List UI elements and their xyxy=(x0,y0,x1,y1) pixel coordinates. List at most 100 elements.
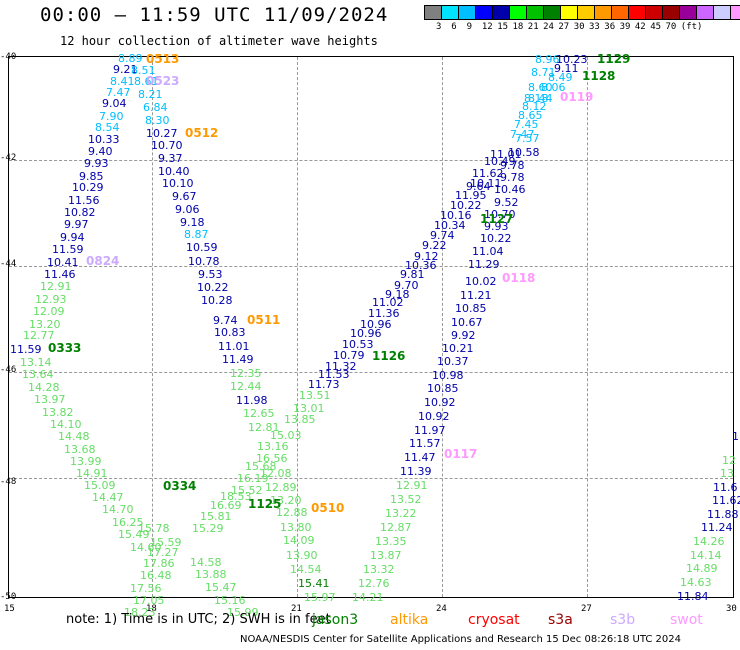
wave-height-value: 14.48 xyxy=(58,430,90,443)
x-tick-label: 30 xyxy=(726,604,737,614)
wave-height-value: 10.02 xyxy=(465,275,497,288)
wave-height-value: 10.23 xyxy=(556,53,588,66)
wave-height-value: 8.06 xyxy=(541,81,566,94)
wave-height-value: 11.98 xyxy=(236,394,268,407)
wave-height-value: 13.20 xyxy=(29,318,61,331)
wave-height-value: 7.47 xyxy=(106,86,131,99)
wave-height-value: 8.21 xyxy=(138,88,163,101)
legend-label: 33 xyxy=(589,22,600,32)
pass-time-label: 1125 xyxy=(248,497,282,511)
legend-label: 21 xyxy=(527,22,539,32)
wave-height-value: 10.34 xyxy=(434,219,466,232)
wave-height-value: 8.96 xyxy=(535,53,560,66)
wave-height-value: 11.59 xyxy=(10,343,42,356)
wave-height-value: 17.05 xyxy=(133,594,165,607)
wave-height-value: 11.53 xyxy=(318,368,350,381)
wave-height-value: 11.29 xyxy=(468,258,500,271)
wave-height-value: 12.81 xyxy=(248,421,280,434)
wave-height-value: 11.46 xyxy=(44,268,76,281)
legend-label: 6 xyxy=(451,22,457,32)
wave-height-value: 11.04 xyxy=(472,245,504,258)
wave-height-value: 10.98 xyxy=(432,369,464,382)
pass-time-label: 1126 xyxy=(372,349,406,363)
wave-height-value: 9.70 xyxy=(394,279,419,292)
wave-height-value: 10.85 xyxy=(427,382,459,395)
wave-height-value: 12.08 xyxy=(260,467,292,480)
wave-height-value: 9.74 xyxy=(430,229,455,242)
wave-height-value: 11.59 xyxy=(52,243,84,256)
legend-label: 9 xyxy=(466,22,473,32)
wave-height-value: 13.97 xyxy=(34,393,66,406)
wave-height-value: 10.83 xyxy=(214,326,246,339)
wave-height-value: 15.68 xyxy=(245,460,277,473)
wave-height-value: 13 xyxy=(720,467,734,480)
legend-label: 27 xyxy=(558,22,570,32)
wave-height-value: 16.56 xyxy=(256,452,288,465)
wave-height-value: 9.78 xyxy=(500,171,525,184)
wave-height-value: 10.46 xyxy=(494,183,526,196)
wave-height-value: 10.10 xyxy=(162,177,194,190)
wave-height-value: 12.91 xyxy=(40,280,72,293)
y-tick-label: -50 xyxy=(0,592,17,602)
wave-height-value: 13.01 xyxy=(293,402,325,415)
wave-height-value: 10.49 xyxy=(484,155,516,168)
wave-height-value: 11.02 xyxy=(372,296,404,309)
wave-height-value: 17.86 xyxy=(143,557,175,570)
wave-height-value: 11.62 xyxy=(712,494,740,507)
wave-height-value: 11.62 xyxy=(472,167,504,180)
legend-swatch xyxy=(645,5,663,20)
wave-height-value: 11.39 xyxy=(400,465,432,478)
footnote: note: 1) Time is in UTC; 2) SWH is in fe… xyxy=(66,612,331,627)
wave-height-value: 9.04 xyxy=(102,97,127,110)
wave-height-value: 12.65 xyxy=(243,407,275,420)
legend-label: 12 xyxy=(481,22,493,32)
map-frame xyxy=(8,56,734,598)
wave-height-value: 12.88 xyxy=(276,506,308,519)
wave-height-value: 12.87 xyxy=(380,521,412,534)
wave-height-value: 6.84 xyxy=(143,101,168,114)
wave-height-value: 10.58 xyxy=(508,146,540,159)
wave-height-value: 11.97 xyxy=(414,424,446,437)
wave-height-value: 9.37 xyxy=(158,152,183,165)
wave-height-value: 9.74 xyxy=(213,314,238,327)
pass-time-label: 0510 xyxy=(311,501,345,515)
wave-height-value: 14.89 xyxy=(686,562,718,575)
y-tick-label: -46 xyxy=(0,365,17,375)
pass-time-label: 0118 xyxy=(502,271,536,285)
wave-height-value: 9.81 xyxy=(400,268,425,281)
wave-height-value: 13.32 xyxy=(363,563,395,576)
wave-height-value: 13.14 xyxy=(20,356,52,369)
legend-swatch xyxy=(730,5,740,20)
wave-height-value: 1 xyxy=(732,430,739,443)
wave-height-value: 9.18 xyxy=(180,216,205,229)
legend-label: (ft) xyxy=(680,22,703,32)
wave-height-value: 11.88 xyxy=(707,508,739,521)
wave-height-value: 14.28 xyxy=(28,381,60,394)
legend-swatch xyxy=(577,5,595,20)
wave-height-value: 13.68 xyxy=(64,443,96,456)
legend-swatch xyxy=(424,5,442,20)
wave-height-value: 10.70 xyxy=(484,208,516,221)
wave-height-value: 15.99 xyxy=(227,606,259,619)
wave-height-value: 8.71 xyxy=(531,66,556,79)
wave-height-value: 10.59 xyxy=(186,241,218,254)
color-legend xyxy=(424,5,740,20)
wave-height-value: 12.93 xyxy=(35,293,67,306)
wave-height-value: 10.82 xyxy=(64,206,96,219)
wave-height-value: 15.78 xyxy=(138,522,170,535)
wave-height-value: 14.26 xyxy=(693,535,725,548)
wave-height-value: 15.52 xyxy=(231,484,263,497)
x-tick-label: 18 xyxy=(146,604,157,614)
y-tick-label: -44 xyxy=(0,259,17,269)
wave-height-value: 10.22 xyxy=(450,199,482,212)
wave-height-value: 9.52 xyxy=(494,196,519,209)
wave-height-value: 8.44 xyxy=(528,92,553,105)
wave-height-value: 10.79 xyxy=(333,349,365,362)
wave-height-value: 14.54 xyxy=(290,563,322,576)
wave-height-value: 8.18 xyxy=(524,92,549,105)
wave-height-value: 8.89 xyxy=(118,52,143,65)
legend-swatch xyxy=(628,5,646,20)
wave-height-value: 10.37 xyxy=(437,355,469,368)
legend-swatch xyxy=(526,5,544,20)
wave-height-value: 12.44 xyxy=(230,380,262,393)
